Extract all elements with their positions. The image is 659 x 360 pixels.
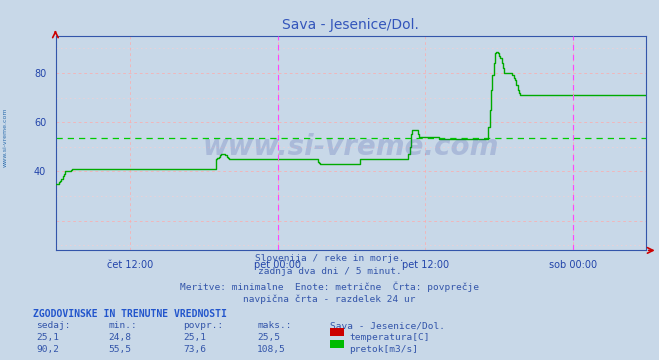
- Text: ZGODOVINSKE IN TRENUTNE VREDNOSTI: ZGODOVINSKE IN TRENUTNE VREDNOSTI: [33, 309, 227, 319]
- Text: temperatura[C]: temperatura[C]: [349, 333, 430, 342]
- Text: zadnja dva dni / 5 minut.: zadnja dva dni / 5 minut.: [258, 267, 401, 276]
- Text: 55,5: 55,5: [109, 345, 132, 354]
- Text: sedaj:: sedaj:: [36, 321, 71, 330]
- Text: povpr.:: povpr.:: [183, 321, 223, 330]
- Text: 25,1: 25,1: [36, 333, 59, 342]
- Text: navpična črta - razdelek 24 ur: navpična črta - razdelek 24 ur: [243, 294, 416, 304]
- Text: 25,1: 25,1: [183, 333, 206, 342]
- Text: 25,5: 25,5: [257, 333, 280, 342]
- Text: 24,8: 24,8: [109, 333, 132, 342]
- Text: Slovenija / reke in morje.: Slovenija / reke in morje.: [255, 254, 404, 263]
- Text: pretok[m3/s]: pretok[m3/s]: [349, 345, 418, 354]
- Text: www.si-vreme.com: www.si-vreme.com: [3, 107, 8, 167]
- Text: maks.:: maks.:: [257, 321, 291, 330]
- Text: 90,2: 90,2: [36, 345, 59, 354]
- Text: 108,5: 108,5: [257, 345, 286, 354]
- Title: Sava - Jesenice/Dol.: Sava - Jesenice/Dol.: [283, 18, 419, 32]
- Text: 73,6: 73,6: [183, 345, 206, 354]
- Text: min.:: min.:: [109, 321, 138, 330]
- Text: Sava - Jesenice/Dol.: Sava - Jesenice/Dol.: [330, 321, 445, 330]
- Text: www.si-vreme.com: www.si-vreme.com: [203, 134, 499, 161]
- Text: Meritve: minimalne  Enote: metrične  Črta: povprečje: Meritve: minimalne Enote: metrične Črta:…: [180, 282, 479, 292]
